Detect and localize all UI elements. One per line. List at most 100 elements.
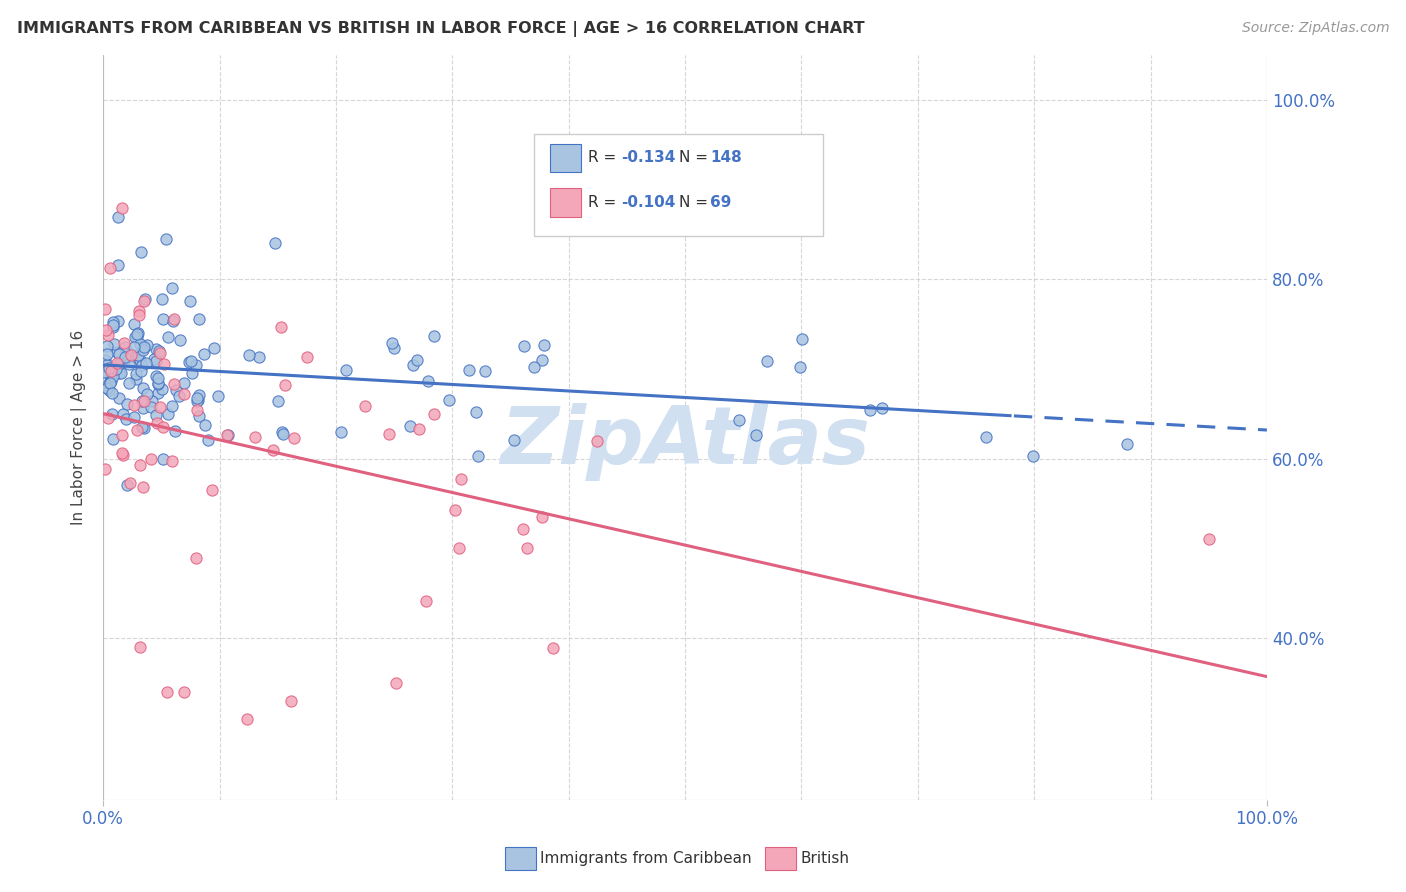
Point	[423, 407, 446, 421]
Point	[157, 407, 180, 421]
Point	[416, 375, 439, 389]
Point	[125, 326, 148, 341]
Point	[385, 676, 408, 690]
Point	[200, 483, 222, 498]
Text: British: British	[800, 851, 849, 865]
Point	[108, 357, 131, 371]
Point	[97, 328, 120, 343]
Point	[238, 348, 260, 362]
Point	[132, 394, 155, 409]
Point	[163, 424, 186, 438]
Point	[184, 358, 207, 372]
Point	[112, 336, 135, 351]
Point	[145, 343, 167, 357]
Point	[94, 352, 117, 367]
Point	[377, 427, 399, 442]
Point	[443, 502, 465, 516]
Point	[101, 386, 124, 401]
Point	[215, 427, 238, 442]
Point	[193, 347, 215, 361]
Point	[115, 397, 138, 411]
Point	[149, 346, 172, 360]
Point	[129, 337, 152, 351]
Point	[103, 337, 125, 351]
Point	[101, 369, 124, 384]
Point	[163, 311, 186, 326]
Point	[245, 430, 267, 444]
Point	[152, 420, 174, 434]
Point	[173, 685, 195, 699]
Point	[165, 383, 187, 397]
Point	[114, 350, 136, 364]
Point	[186, 402, 208, 417]
Point	[115, 478, 138, 492]
Point	[467, 449, 489, 463]
Point	[132, 293, 155, 308]
Point	[149, 400, 172, 414]
Point	[94, 461, 117, 475]
Point	[179, 294, 201, 309]
Point	[96, 339, 118, 353]
Point	[187, 392, 209, 407]
Point	[105, 362, 128, 376]
Point	[125, 372, 148, 386]
Point	[98, 260, 121, 275]
Point	[335, 363, 357, 377]
Point	[132, 340, 155, 354]
Point	[402, 358, 425, 372]
Point	[100, 364, 122, 378]
Point	[755, 354, 778, 368]
Point	[155, 232, 177, 246]
Point	[122, 317, 145, 331]
Point	[114, 339, 136, 353]
Point	[108, 366, 131, 380]
Point	[512, 522, 534, 536]
Point	[330, 425, 353, 440]
Point	[270, 425, 292, 439]
Point	[295, 350, 318, 364]
Point	[173, 376, 195, 390]
Point	[110, 201, 132, 215]
Point	[136, 386, 159, 401]
Point	[129, 245, 152, 260]
Point	[163, 376, 186, 391]
Point	[156, 330, 179, 344]
Point	[152, 312, 174, 326]
Point	[150, 382, 173, 396]
Point	[118, 376, 141, 390]
Point	[145, 369, 167, 384]
Point	[107, 314, 129, 328]
Point	[101, 408, 124, 422]
Point	[132, 343, 155, 357]
Point	[101, 319, 124, 334]
Point	[139, 452, 162, 467]
Point	[145, 408, 167, 422]
Point	[148, 376, 170, 390]
Point	[543, 641, 565, 656]
Point	[94, 323, 117, 337]
Text: IMMIGRANTS FROM CARIBBEAN VS BRITISH IN LABOR FORCE | AGE > 16 CORRELATION CHART: IMMIGRANTS FROM CARIBBEAN VS BRITISH IN …	[17, 21, 865, 37]
Point	[101, 432, 124, 446]
Text: 69: 69	[710, 195, 731, 210]
Point	[186, 392, 208, 406]
Point	[101, 318, 124, 333]
Point	[129, 364, 152, 378]
Point	[408, 422, 430, 436]
Point	[118, 475, 141, 490]
Point	[173, 387, 195, 401]
Point	[127, 348, 149, 362]
Point	[98, 361, 121, 376]
Text: 148: 148	[710, 151, 742, 165]
Point	[96, 347, 118, 361]
Point	[1198, 533, 1220, 547]
Point	[152, 293, 174, 307]
Point	[179, 354, 201, 368]
Point	[974, 430, 997, 444]
Point	[141, 400, 163, 414]
Point	[148, 370, 170, 384]
Point	[280, 694, 302, 708]
Point	[100, 375, 122, 389]
Point	[586, 434, 609, 448]
Point	[131, 393, 153, 408]
Text: Immigrants from Caribbean: Immigrants from Caribbean	[540, 851, 752, 865]
